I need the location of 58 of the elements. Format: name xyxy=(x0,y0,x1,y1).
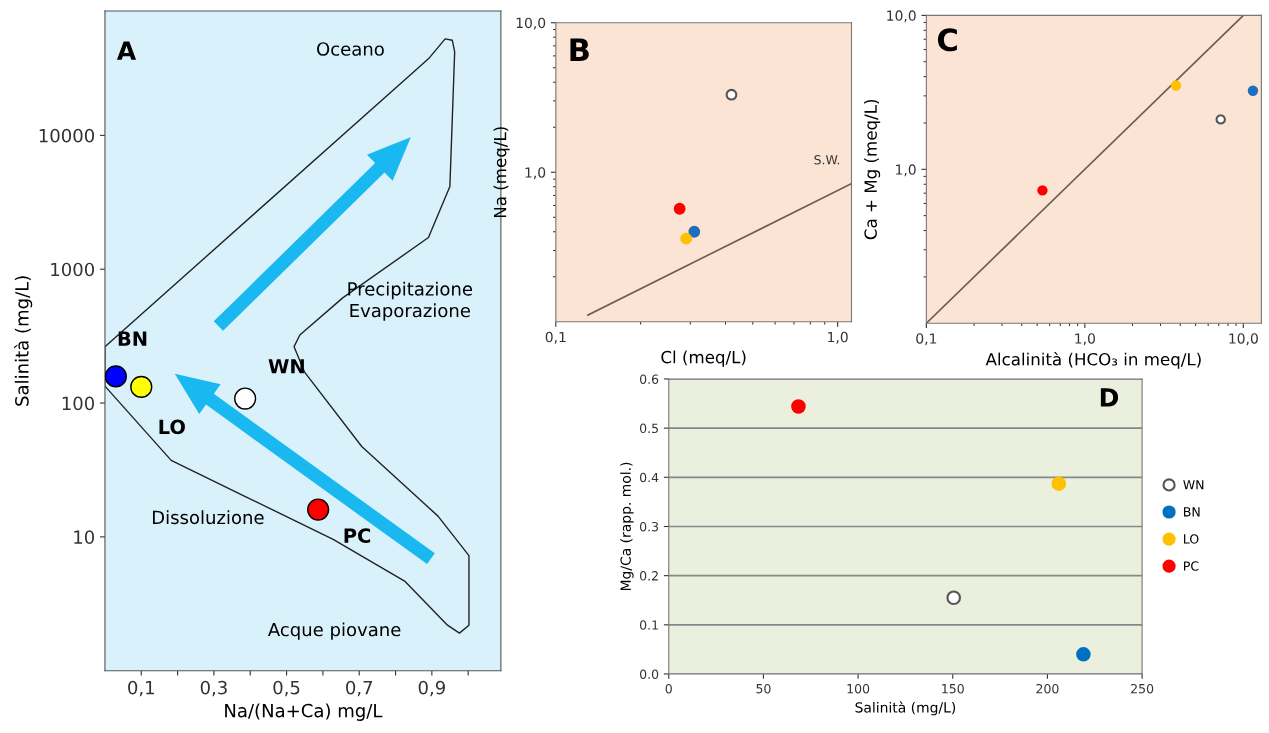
y-tick-label: 0.2 xyxy=(639,571,658,581)
x-tick-label: 0 xyxy=(665,683,672,694)
point xyxy=(130,375,153,399)
x-tick-label: 0,7 xyxy=(346,680,373,697)
point xyxy=(791,399,806,414)
x-axis-title: Salinità (mg/L) xyxy=(855,701,956,716)
y-axis-title: Na (meq/L) xyxy=(493,127,510,218)
x-axis-title: Cl (meq/L) xyxy=(661,350,746,367)
x-tick-label: 1,0 xyxy=(1075,333,1095,346)
y-axis-title: Ca + Mg (meq/L) xyxy=(864,99,881,240)
y-tick-label: 100 xyxy=(62,396,95,411)
annotation: C xyxy=(937,28,957,52)
legend-label: BN xyxy=(1184,507,1200,517)
y-tick-label: 0.3 xyxy=(639,521,659,532)
y-axis-title: Salinità (mg/L) xyxy=(14,276,33,406)
x-tick-label: 200 xyxy=(1036,683,1059,694)
x-tick-label: 150 xyxy=(942,683,964,694)
y-tick-label: 0.5 xyxy=(639,423,658,434)
x-tick-label: 0,5 xyxy=(273,680,300,697)
x-tick-label: 0,3 xyxy=(200,680,227,697)
annotation: D xyxy=(1100,388,1119,407)
y-tick-label: 0.1 xyxy=(639,620,658,630)
series-label: LO xyxy=(159,419,185,435)
annotation: Dissoluzione xyxy=(152,510,264,525)
point xyxy=(1076,647,1091,662)
annotation: Oceano xyxy=(317,42,384,56)
y-tick-label: 0.6 xyxy=(639,374,659,384)
point xyxy=(104,365,127,388)
x-tick-label: 0,1 xyxy=(916,333,937,346)
legend-label: LO xyxy=(1184,534,1199,544)
annotation: B xyxy=(570,38,589,61)
legend-label: PC xyxy=(1184,561,1199,571)
y-tick-label: 1000 xyxy=(51,262,95,277)
point xyxy=(946,590,961,606)
x-axis-title: Na/(Na+Ca) mg/L xyxy=(225,703,383,721)
y-axis-title: Mg/Ca (rapp. mol.) xyxy=(620,462,634,591)
x-tick-label: 1,0 xyxy=(828,331,848,344)
point xyxy=(307,498,330,521)
legend-label: WN xyxy=(1183,480,1204,490)
series-label: BN xyxy=(118,331,147,346)
x-tick-label: 250 xyxy=(1131,683,1154,694)
y-tick-label: 10000 xyxy=(39,128,95,143)
annotation: A xyxy=(116,41,137,60)
y-tick-label: 10 xyxy=(74,530,95,544)
x-axis-title: Alcalinità (HCO₃ in meq/L) xyxy=(985,351,1201,369)
series-label: S.W. xyxy=(814,155,840,165)
x-tick-label: 0,9 xyxy=(418,680,445,697)
x-tick-label: 0,1 xyxy=(128,680,154,697)
point xyxy=(1051,476,1067,491)
x-tick-label: 50 xyxy=(756,683,771,694)
y-tick-label: 0.0 xyxy=(639,669,659,679)
point xyxy=(234,387,257,410)
x-tick-label: 100 xyxy=(847,683,870,694)
annotation: Acque piovane xyxy=(267,622,401,640)
x-tick-label: 10,0 xyxy=(1229,333,1258,346)
x-tick-label: 0,1 xyxy=(545,331,566,344)
series-label: PC xyxy=(344,528,371,543)
y-tick-label: 0.4 xyxy=(639,472,659,483)
